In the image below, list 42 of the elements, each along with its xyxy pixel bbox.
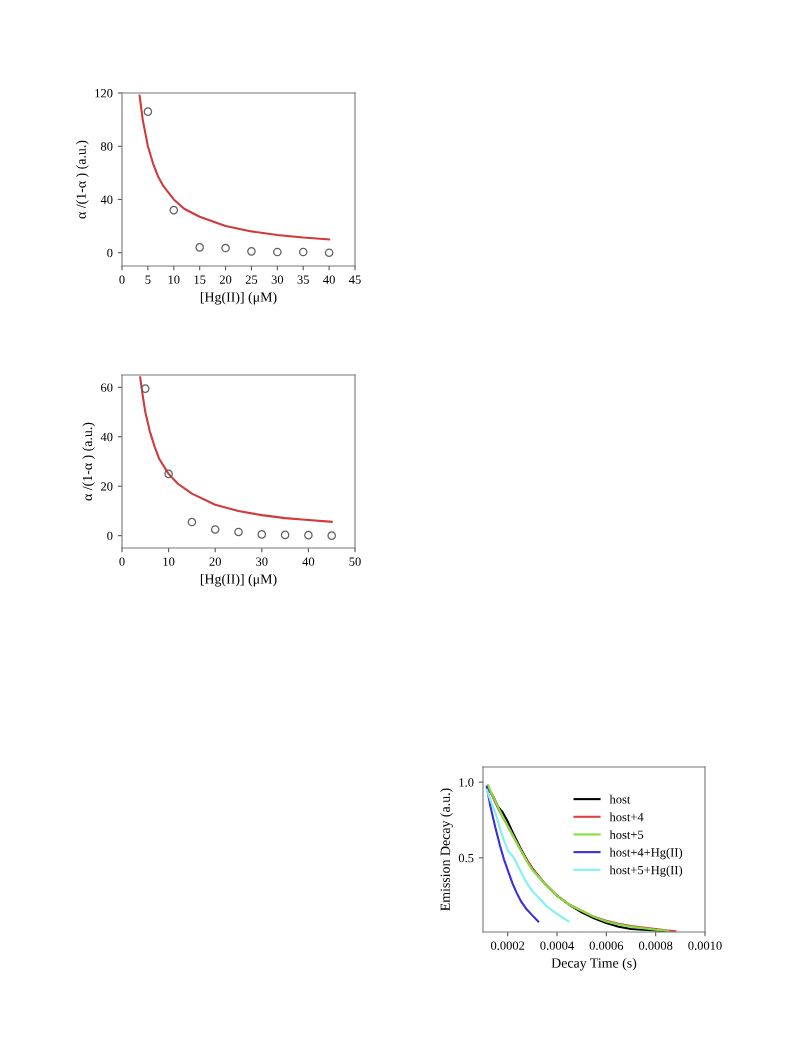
x-tick-label: 35	[297, 275, 309, 284]
legend-label: host+4+Hg(II)	[609, 847, 683, 860]
x-tick-label: 10	[168, 275, 180, 284]
legend-label: host+4	[609, 812, 644, 822]
legend-label: host+5	[609, 830, 644, 839]
x-tick-label: 25	[245, 275, 258, 284]
y-tick-label: 0	[107, 248, 113, 258]
x-axis-title: [Hg(II)] (μM)	[200, 573, 277, 587]
x-tick-label: 0.0008	[638, 941, 673, 950]
y-tick-label: 0	[107, 531, 113, 541]
x-tick-label: 30	[256, 557, 268, 566]
y-axis-title: α /(1-α ) (a.u.)	[82, 422, 95, 501]
y-tick-label: 120	[95, 89, 113, 98]
x-tick-label: 40	[323, 275, 335, 284]
y-axis-title: Emission Decay (a.u.)	[440, 788, 453, 911]
x-tick-label: 0	[119, 275, 125, 284]
x-tick-label: 30	[271, 275, 284, 284]
x-tick-label: 10	[163, 557, 175, 566]
x-tick-label: 0.0006	[589, 941, 624, 950]
x-tick-label: 0	[119, 557, 125, 566]
x-tick-label: 50	[349, 557, 361, 566]
x-tick-label: 5	[145, 275, 151, 284]
legend-label: host	[609, 794, 631, 804]
y-tick-label: 60	[101, 383, 113, 392]
x-tick-label: 0.0010	[688, 941, 722, 950]
x-tick-label: 0.0002	[490, 941, 525, 950]
y-tick-label: 40	[100, 432, 113, 442]
legend-label: host+5+Hg(II)	[609, 865, 683, 877]
x-axis-title: [Hg(II)] (μM)	[200, 291, 277, 305]
y-axis-title: α /(1-α ) (a.u.)	[76, 140, 89, 219]
x-tick-label: 40	[302, 557, 315, 566]
x-tick-label: 0.0004	[540, 941, 574, 950]
y-tick-label: 1.0	[459, 778, 474, 787]
x-tick-label: 15	[194, 275, 206, 284]
x-tick-label: 20	[219, 275, 232, 284]
x-tick-label: 45	[348, 275, 361, 284]
x-tick-label: 20	[209, 557, 221, 566]
x-axis-title: Decay Time (s)	[551, 957, 637, 971]
y-tick-label: 40	[100, 195, 113, 204]
y-tick-label: 20	[101, 482, 113, 491]
y-tick-label: 80	[100, 142, 113, 151]
y-tick-label: 0.5	[458, 853, 474, 863]
